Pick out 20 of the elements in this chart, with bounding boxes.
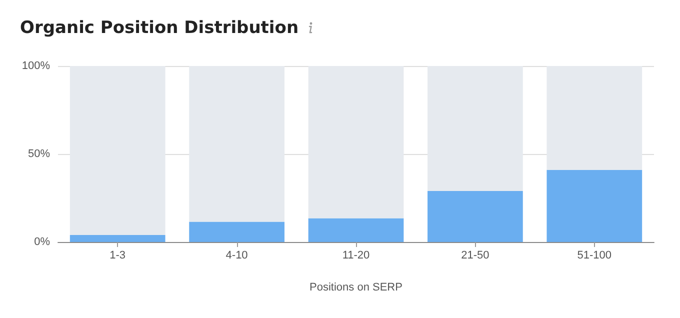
bar [70, 66, 166, 235]
bar [428, 190, 523, 242]
bar [546, 170, 642, 242]
bar [308, 66, 404, 218]
x-axis-title: Positions on SERP [310, 282, 402, 294]
x-tick-label: 4-10 [226, 250, 248, 262]
bar [70, 234, 166, 242]
bar [546, 66, 642, 170]
bar [189, 222, 284, 242]
chart-title: Organic Position Distribution [20, 18, 299, 38]
bar [308, 218, 404, 242]
y-tick-label: 0% [34, 236, 50, 248]
y-tick-label: 50% [28, 148, 50, 160]
x-tick-label: 21-50 [461, 250, 490, 262]
bar [189, 66, 284, 222]
y-tick-label: 100% [22, 60, 50, 72]
bar [428, 66, 523, 191]
x-tick-label: 1-3 [110, 250, 126, 262]
x-tick-label: 11-20 [342, 250, 370, 262]
x-tick-label: 51-100 [577, 250, 612, 262]
